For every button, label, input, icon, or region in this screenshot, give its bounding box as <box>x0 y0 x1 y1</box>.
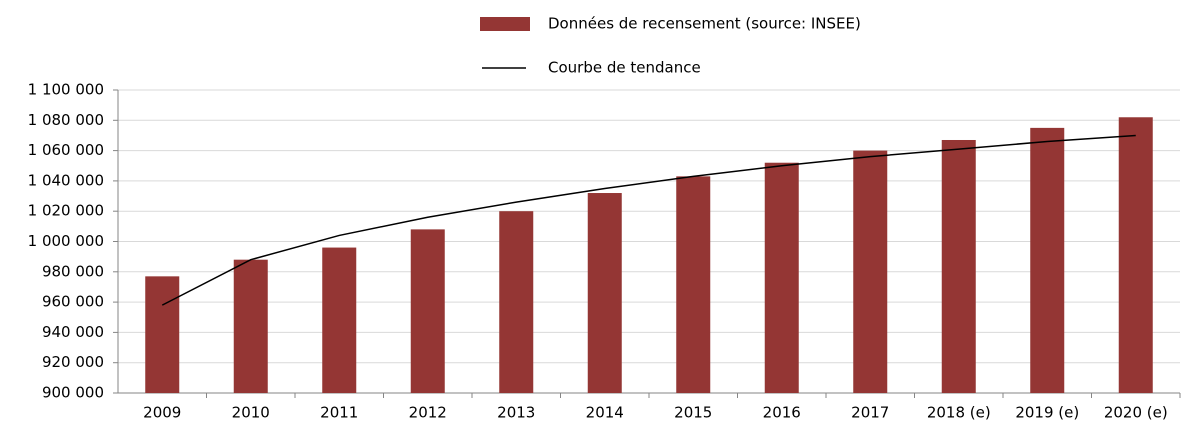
x-tick-label: 2018 (e) <box>927 404 991 422</box>
x-tick-label: 2013 <box>497 404 535 422</box>
trend-line <box>161 134 1136 306</box>
bar <box>1030 127 1065 393</box>
y-tick-label: 940 000 <box>42 323 104 341</box>
bar <box>587 193 622 393</box>
bar <box>410 229 445 393</box>
bar <box>764 162 799 393</box>
bar <box>676 176 711 393</box>
x-tick-label: 2011 <box>320 404 358 422</box>
bar <box>233 259 268 393</box>
bar <box>941 139 976 393</box>
y-tick-label: 900 000 <box>42 384 104 402</box>
y-tick-label: 1 100 000 <box>28 81 104 99</box>
bar <box>499 211 534 393</box>
bar <box>853 150 888 393</box>
x-tick-label: 2012 <box>409 404 447 422</box>
x-tick-label: 2010 <box>232 404 270 422</box>
y-tick-label: 960 000 <box>42 293 104 311</box>
y-tick-label: 1 000 000 <box>28 232 104 250</box>
x-tick-label: 2009 <box>143 404 181 422</box>
bar <box>145 276 180 393</box>
legend-swatch <box>480 17 530 31</box>
x-tick-label: 2016 <box>763 404 801 422</box>
bar <box>1118 117 1153 394</box>
y-tick-label: 1 060 000 <box>28 141 104 159</box>
x-tick-label: 2015 <box>674 404 712 422</box>
x-tick-label: 2014 <box>586 404 624 422</box>
x-tick-label: 2019 (e) <box>1015 404 1079 422</box>
y-tick-label: 1 020 000 <box>28 202 104 220</box>
legend-label: Courbe de tendance <box>548 59 701 77</box>
y-tick-label: 980 000 <box>42 262 104 280</box>
x-tick-label: 2017 <box>851 404 889 422</box>
x-tick-label: 2020 (e) <box>1104 404 1168 422</box>
y-tick-label: 1 080 000 <box>28 111 104 129</box>
y-tick-label: 920 000 <box>42 353 104 371</box>
legend-label: Données de recensement (source: INSEE) <box>548 15 861 33</box>
y-tick-label: 1 040 000 <box>28 171 104 189</box>
bar <box>322 247 357 393</box>
